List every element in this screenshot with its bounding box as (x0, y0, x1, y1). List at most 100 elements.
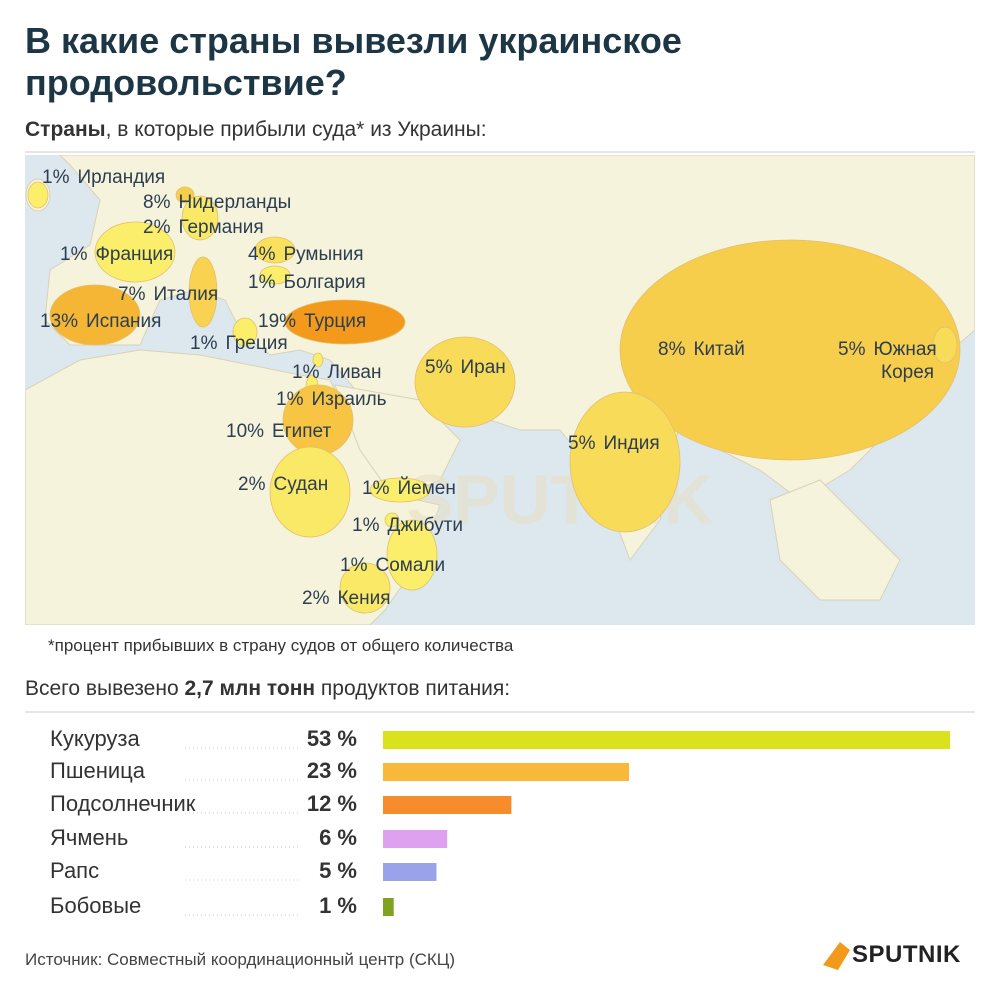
country-value: 10% (226, 421, 264, 442)
country-value: 1% (190, 333, 218, 354)
bar (383, 796, 512, 814)
country-label: 1% Франция (60, 244, 173, 265)
country (414, 336, 516, 428)
country-name: Индия (603, 433, 659, 454)
country (94, 221, 176, 283)
country (619, 239, 961, 461)
country-value: 13% (40, 311, 78, 332)
country-name: Испания (86, 311, 161, 332)
country (259, 265, 291, 285)
country (181, 195, 219, 241)
country-name: Италия (153, 284, 218, 305)
bar (383, 763, 630, 781)
country (932, 326, 958, 364)
country-name: Джибути (387, 515, 462, 536)
total-before: Всего вывезено (25, 677, 185, 700)
map-layer: SPUTNIK (27, 181, 961, 614)
total-after: продуктов питания: (315, 677, 511, 700)
country-label: 1% Йемен (362, 477, 456, 499)
land-sea-asia (769, 479, 901, 601)
country-label: 2% Судан (238, 474, 328, 495)
bar-category: Подсолнечник (50, 791, 196, 816)
country-value: 7% (118, 284, 146, 305)
country-label: 5% Южная Корея (838, 339, 937, 383)
country-value: 2% (238, 474, 266, 495)
subtitle-text: , в которые прибыли суда* из Украины: (105, 118, 487, 141)
country-label: 19% Турция (258, 311, 366, 332)
country-name: Иран (460, 357, 505, 378)
country (269, 446, 351, 538)
country-value: 1% (352, 515, 380, 536)
country-value: 2% (302, 588, 330, 609)
country-name: Израиль (311, 389, 386, 410)
country-value: 1% (60, 244, 88, 265)
source: Источник: Совместный координационный цен… (25, 950, 456, 969)
country-value: 1% (248, 272, 276, 293)
logo: SPUTNIK (852, 941, 961, 968)
country (27, 181, 49, 209)
country (339, 562, 391, 614)
country-label: 1% Греция (190, 333, 288, 354)
country (312, 352, 324, 368)
country (232, 317, 258, 347)
country-label: 5% Индия (568, 433, 660, 454)
country-label: 2% Кения (302, 588, 391, 609)
footnote: *процент прибывших в страну судов от общ… (48, 636, 514, 655)
country-value: 1% (276, 389, 304, 410)
country-name: Судан (273, 474, 328, 495)
bar-category: Пшеница (50, 758, 146, 783)
country-name: Германия (178, 217, 263, 238)
country-label: 8% Китай (658, 339, 745, 360)
bar-value-label: 53 % (307, 726, 357, 751)
country-name: Китай (693, 339, 744, 360)
country (369, 477, 431, 503)
subtitle: Страны, в которые прибыли суда* из Украи… (25, 118, 487, 142)
country-value: 2% (143, 217, 171, 238)
bar-category: Кукуруза (50, 726, 141, 751)
country-label: 4% Румыния (248, 244, 364, 265)
country-value: 5% (425, 357, 453, 378)
country-label: 1% Болгария (248, 272, 366, 293)
country-name: Кения (337, 588, 390, 609)
country-name: Ливан (327, 362, 381, 383)
country (188, 256, 218, 328)
country-name: Египет (272, 421, 331, 442)
country-value: 1% (292, 362, 320, 383)
country-name: Франция (95, 244, 173, 265)
country-value: 8% (658, 339, 686, 360)
country-name: Греция (225, 333, 287, 354)
country-value: 19% (258, 311, 296, 332)
country (175, 186, 195, 204)
country-value: 8% (143, 192, 171, 213)
country-value: 5% (568, 433, 596, 454)
country (386, 519, 438, 591)
logo-icon (823, 942, 850, 970)
country-label: 1% Джибути (352, 515, 463, 536)
bar-category: Ячмень (50, 825, 128, 850)
country (284, 299, 406, 345)
bar (383, 863, 437, 881)
country-name: Ирландия (77, 167, 165, 188)
country-value: 5% (838, 339, 866, 360)
country-label: 7% Италия (118, 284, 218, 305)
bar-category: Бобовые (50, 893, 141, 918)
country-name: Румыния (283, 244, 363, 265)
country-value: 1% (362, 478, 390, 499)
country-name: Турция (304, 311, 366, 332)
country-name: Болгария (283, 272, 365, 293)
total-bold: 2,7 млн тонн (184, 677, 316, 700)
country-label: 1% Сомали (340, 555, 445, 576)
subtitle-bold: Страны (25, 118, 106, 141)
bar-value-label: 6 % (319, 825, 357, 850)
country-label: 8% Нидерланды (143, 192, 291, 213)
bar-value-label: 1 % (319, 893, 357, 918)
country-label: 1% Ливан (292, 362, 382, 383)
country-value: 4% (248, 244, 276, 265)
country-name-line: Южная (873, 339, 936, 360)
country-value: 1% (340, 555, 368, 576)
country-name: Йемен (397, 477, 455, 499)
country-name: Сомали (375, 555, 445, 576)
country-name-line: Корея (881, 362, 934, 383)
